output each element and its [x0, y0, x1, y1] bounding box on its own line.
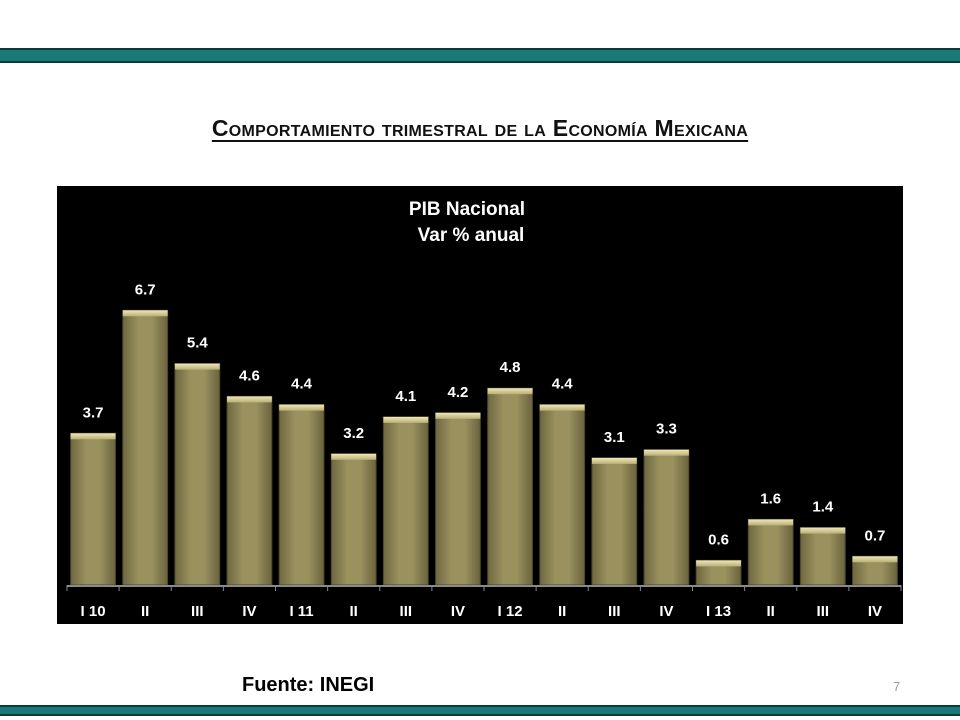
x-tick-label: IV	[868, 603, 882, 620]
bar	[226, 395, 273, 586]
x-tick-label: I 11	[289, 603, 313, 620]
data-label: 3.1	[604, 429, 625, 446]
x-tick-label: III	[817, 603, 830, 620]
bar-top-highlight	[331, 453, 377, 460]
data-label: 3.2	[343, 425, 364, 442]
chart-panel: PIB Nacional Var % anual 3.7 6.7 5.4 4.6 4.4…	[57, 186, 903, 624]
bar-top-highlight	[748, 519, 794, 526]
bar-top-highlight	[539, 404, 585, 411]
data-label-group: 3.7 6.7 5.4 4.6 4.4 3.2 4.1 4.2 4.8 4.4 3.1 3.3 0.6 1…	[83, 281, 886, 548]
x-axis	[66, 585, 902, 591]
bar-top-highlight	[227, 396, 272, 403]
gdp-bar-chart: PIB Nacional Var % anual 3.7 6.7 5.4 4.6 4.4…	[66, 199, 902, 620]
chart-title-line-1: PIB Nacional	[409, 199, 525, 220]
data-label: 3.3	[656, 421, 677, 438]
bar	[174, 363, 221, 586]
bar-top-highlight	[122, 310, 168, 317]
bar-top-highlight	[696, 560, 741, 567]
x-tick-label: III	[608, 603, 621, 620]
tick-label-group: I 10 II III IV I 11 II III IV I 12 II III IV I 13 II I…	[81, 603, 882, 620]
x-tick-label: III	[191, 603, 204, 620]
bar	[591, 457, 638, 586]
data-label: 1.6	[760, 490, 781, 507]
bar	[70, 432, 116, 586]
x-tick-label: IV	[659, 603, 673, 620]
data-label: 4.2	[448, 384, 469, 401]
data-label: 1.4	[812, 499, 834, 516]
bar-top-highlight	[70, 433, 116, 440]
bar-top-highlight	[800, 527, 846, 534]
data-label: 5.4	[187, 335, 209, 352]
x-tick-label: I 13	[706, 603, 731, 620]
bar	[643, 449, 690, 586]
x-tick-label: III	[400, 603, 413, 620]
data-label: 0.7	[865, 527, 886, 544]
bar	[747, 518, 794, 586]
x-tick-label: I 12	[498, 603, 523, 620]
x-tick-label: I 10	[81, 603, 106, 620]
bar-top-highlight	[591, 457, 637, 464]
data-label: 0.6	[708, 531, 729, 548]
data-label: 4.4	[291, 376, 313, 393]
x-tick-label: II	[141, 603, 149, 620]
x-tick-label: II	[350, 603, 358, 620]
bar	[382, 416, 429, 586]
bar-top-highlight	[487, 388, 533, 395]
data-label: 4.6	[239, 367, 260, 384]
data-label: 4.1	[395, 388, 416, 405]
data-label: 3.7	[83, 404, 104, 421]
bar-top-highlight	[174, 363, 220, 370]
bar-top-highlight	[279, 404, 324, 411]
bar	[799, 527, 846, 586]
chart-title-line-2: Var % anual	[418, 225, 525, 246]
bar	[435, 412, 481, 586]
x-tick-label: II	[767, 603, 775, 620]
bar	[278, 404, 325, 586]
bar	[330, 453, 377, 586]
bar-top-highlight	[435, 412, 481, 419]
bar-top-highlight	[383, 416, 429, 423]
x-tick-label: IV	[242, 603, 256, 620]
x-tick-label: II	[558, 603, 566, 620]
bar	[487, 387, 533, 586]
page-number: 7	[893, 679, 901, 694]
data-label: 4.4	[552, 376, 574, 393]
x-tick-label: IV	[451, 603, 465, 620]
slide-title: Comportamiento trimestral de la Economía…	[211, 115, 749, 141]
source-note: Fuente: INEGI	[242, 674, 375, 696]
bar	[539, 404, 586, 586]
data-label: 6.7	[135, 281, 156, 298]
bar-top-highlight	[644, 449, 689, 456]
bar	[122, 309, 169, 586]
bottom-divider	[0, 705, 960, 716]
data-label: 4.8	[500, 359, 521, 376]
top-divider	[0, 48, 960, 63]
bar-top-highlight	[852, 556, 898, 563]
